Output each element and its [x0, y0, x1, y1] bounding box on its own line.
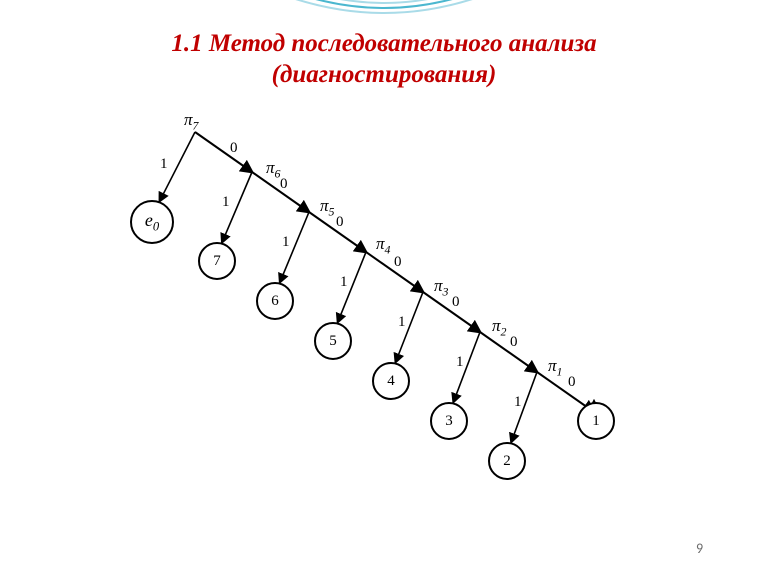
leaf-node-n6: 6 — [256, 282, 294, 320]
leaf-node-n7: 7 — [198, 242, 236, 280]
leaf-node-n3: 3 — [430, 402, 468, 440]
pi-label-pi4: π4 — [376, 234, 390, 257]
edge-label-one-0: 1 — [160, 156, 168, 173]
leaf-node-n1: 1 — [577, 402, 615, 440]
edge-label-zero-4: 0 — [452, 294, 460, 311]
edge-label-one-6: 1 — [514, 394, 522, 411]
edge-label-one-4: 1 — [398, 314, 406, 331]
pi-label-pi1: π1 — [548, 356, 562, 379]
edge-label-one-1: 1 — [222, 194, 230, 211]
leaf-node-e0: e0 — [130, 200, 174, 244]
pi-label-pi6: π6 — [266, 158, 280, 181]
pi-label-pi2: π2 — [492, 316, 506, 339]
leaf-node-n2: 2 — [488, 442, 526, 480]
leaf-node-n5: 5 — [314, 322, 352, 360]
edge-label-zero-5: 0 — [510, 334, 518, 351]
edge-label-zero-0: 0 — [230, 140, 238, 157]
edge-label-zero-1: 0 — [280, 176, 288, 193]
edge-label-one-5: 1 — [456, 354, 464, 371]
edge-label-one-2: 1 — [282, 234, 290, 251]
pi-label-pi5: π5 — [320, 196, 334, 219]
edge-label-one-3: 1 — [340, 274, 348, 291]
page-number: 9 — [696, 540, 703, 557]
edge-label-zero-6: 0 — [568, 374, 576, 391]
pi-label-pi3: π3 — [434, 276, 448, 299]
edge-label-zero-2: 0 — [336, 214, 344, 231]
leaf-node-n4: 4 — [372, 362, 410, 400]
pi-label-pi7: π7 — [184, 110, 198, 133]
edge-label-zero-3: 0 — [394, 254, 402, 271]
diagram-edges — [0, 0, 768, 576]
